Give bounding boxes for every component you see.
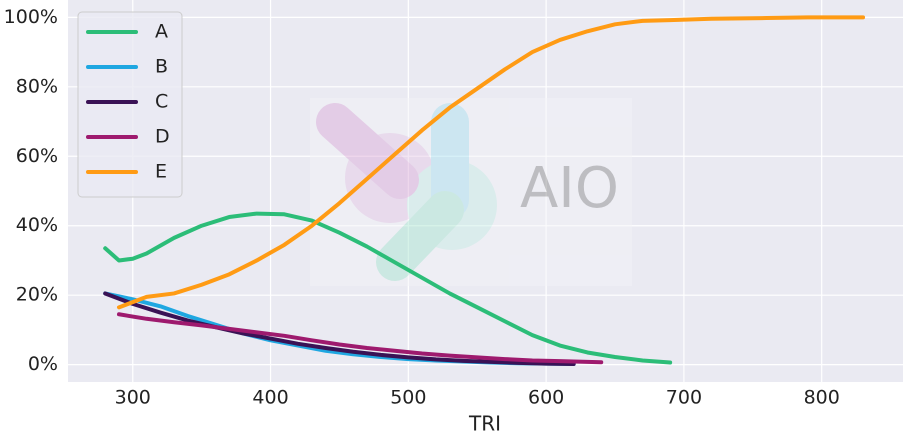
series-line: [103, 211, 673, 365]
x-axis-label: TRI: [468, 412, 501, 435]
watermark: AIO: [520, 156, 619, 221]
x-tick-label: 800: [804, 387, 840, 409]
y-tick-label: 0%: [28, 353, 58, 375]
legend-label: C: [155, 91, 168, 113]
legend-label: A: [155, 21, 168, 43]
series-line: [116, 312, 604, 365]
legend-label: E: [155, 161, 167, 183]
y-tick-label: 100%: [4, 6, 58, 28]
y-tick-label: 40%: [16, 214, 58, 236]
series-line: [103, 291, 576, 366]
y-tick-label: 80%: [16, 75, 58, 97]
legend-box: [77, 11, 183, 198]
legend-label: D: [155, 126, 170, 148]
legend-label: B: [155, 56, 168, 78]
series-line: [116, 15, 866, 310]
watermark-logo: AIO: [310, 98, 632, 286]
x-tick-label: 300: [115, 387, 151, 409]
x-tick-label: 600: [528, 387, 564, 409]
x-tick-label: 400: [252, 387, 288, 409]
lines: [103, 15, 866, 366]
x-tick-label: 700: [666, 387, 702, 409]
y-tick-label: 60%: [16, 145, 58, 167]
x-tick-label: 500: [390, 387, 426, 409]
plot-area: [68, 0, 903, 382]
y-tick-label: 20%: [16, 284, 58, 306]
